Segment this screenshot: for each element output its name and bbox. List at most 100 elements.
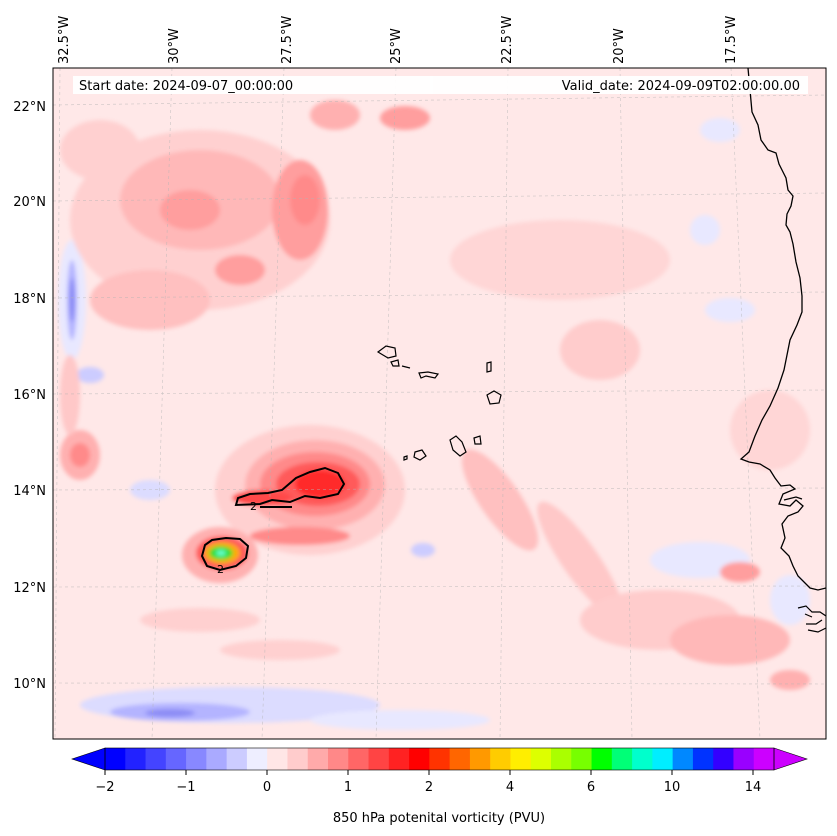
colorbar-cell	[287, 748, 309, 770]
colorbar-tick-label: 0	[263, 780, 271, 795]
lon-labels: 32.5°W 30°W 27.5°W 25°W 22.5°W 20°W 17.5…	[57, 16, 739, 64]
colorbar-cell	[611, 748, 633, 770]
pv-positive-region	[380, 106, 430, 130]
colorbar-cell	[409, 748, 430, 770]
gridline	[730, 68, 761, 739]
pv-positive-region	[160, 190, 220, 230]
lat-label: 14°N	[13, 484, 46, 499]
island-santiago	[449, 435, 467, 457]
colorbar-cell	[753, 748, 775, 770]
colorbar-extend-high	[773, 747, 808, 771]
island-santo-antao	[376, 345, 397, 359]
colorbar-cell	[429, 748, 451, 770]
colorbar-cell	[632, 748, 653, 770]
start-date-label: Start date: 2024-09-07_00:00:00	[79, 79, 293, 94]
colorbar-cell	[713, 748, 735, 770]
colorbar-cell	[105, 748, 126, 770]
cabo-verde-islands	[376, 345, 502, 461]
lon-label: 22.5°W	[500, 16, 515, 64]
graticule	[53, 68, 826, 739]
pv-positive-region	[720, 562, 760, 582]
gambia-river	[783, 496, 803, 501]
colorbar-tick-label: 6	[587, 780, 595, 795]
colorbar-cell	[388, 748, 410, 770]
lon-label: 32.5°W	[57, 16, 72, 64]
pv-negative-region	[411, 543, 435, 557]
lon-label: 17.5°W	[724, 16, 739, 64]
colorbar-tick-label: −2	[95, 780, 114, 795]
gridline	[53, 94, 826, 106]
lat-label: 16°N	[13, 388, 46, 403]
colorbar-extend-low	[71, 747, 106, 771]
colorbar-cell	[226, 748, 248, 770]
pv-positive-region	[450, 220, 670, 300]
pv-contour-2	[200, 536, 250, 572]
pv-positive-region	[60, 355, 80, 435]
pv-positive-region	[537, 501, 623, 619]
colorbar-cell	[672, 748, 694, 770]
colorbar-cell	[551, 748, 572, 770]
pv-positive-region	[90, 270, 210, 330]
colorbar-tick-labels: −2 −1 0 1 2 4 6 10 14	[95, 780, 761, 795]
colorbar-cell	[145, 748, 167, 770]
lat-label: 12°N	[13, 581, 46, 596]
colorbar-tick-label: 14	[745, 780, 762, 795]
pv-negative-region	[690, 215, 720, 245]
colorbar-cell	[469, 748, 491, 770]
colorbar-cell	[186, 748, 207, 770]
lat-labels: 22°N 20°N 18°N 16°N 14°N 12°N 10°N	[13, 100, 46, 692]
pv-positive-region	[60, 120, 140, 180]
gridline	[53, 389, 826, 395]
colorbar-cell	[165, 748, 187, 770]
colorbar-tick-label: 2	[425, 780, 433, 795]
colorbar-cell	[307, 748, 329, 770]
colorbar-cell	[328, 748, 349, 770]
pv-positive-region	[215, 255, 265, 285]
pv-contour-2	[234, 466, 346, 507]
pv-negative-region	[705, 298, 755, 322]
island-boa-vista	[486, 390, 502, 405]
pv-positive-region	[220, 640, 340, 660]
gridline	[151, 68, 173, 739]
pv-negative-region	[700, 118, 740, 142]
colorbar-tick-label: −1	[176, 780, 195, 795]
header-start-box	[73, 76, 433, 94]
colorbar-cell	[733, 748, 755, 770]
colorbar-cell	[571, 748, 593, 770]
pv-positive-region	[461, 449, 539, 551]
pv-positive-region	[310, 100, 360, 130]
lat-label: 22°N	[13, 100, 46, 115]
pv-negative-region	[310, 710, 490, 730]
pv-positive-region	[560, 320, 640, 380]
colorbar-ticks	[104, 770, 754, 775]
colorbar-cell	[510, 748, 532, 770]
pv-positive-region	[770, 670, 810, 690]
africa-coastline	[739, 68, 826, 591]
gridline	[53, 682, 826, 685]
gridline	[499, 68, 509, 739]
island-sal	[486, 361, 492, 373]
lat-label: 20°N	[13, 195, 46, 210]
colorbar-cell	[591, 748, 613, 770]
pv-negative-region	[69, 278, 75, 322]
colorbar: −2 −1 0 1 2 4 6 10 14 850 hPa potenital …	[71, 747, 808, 826]
pv-negative-region	[770, 575, 810, 625]
vorticity-field	[58, 100, 810, 730]
colorbar-cell	[692, 748, 714, 770]
colorbar-label: 850 hPa potenital vorticity (PVU)	[333, 811, 545, 826]
lon-label: 25°W	[389, 28, 404, 64]
contour-label-lower: 2	[217, 563, 224, 576]
island-sao-vicente	[390, 359, 400, 367]
lon-label: 30°W	[167, 28, 182, 64]
gridline	[53, 487, 826, 491]
pv-system-core	[295, 470, 345, 498]
pv-positive-region	[70, 443, 90, 467]
lon-label: 20°W	[612, 28, 627, 64]
gridline	[53, 291, 826, 299]
colorbar-cell	[348, 748, 370, 770]
pv-positive-region	[670, 615, 790, 665]
colorbar-cell	[490, 748, 512, 770]
pv-positive-region	[140, 608, 260, 632]
gridline	[619, 68, 633, 739]
colorbar-cell	[368, 748, 390, 770]
